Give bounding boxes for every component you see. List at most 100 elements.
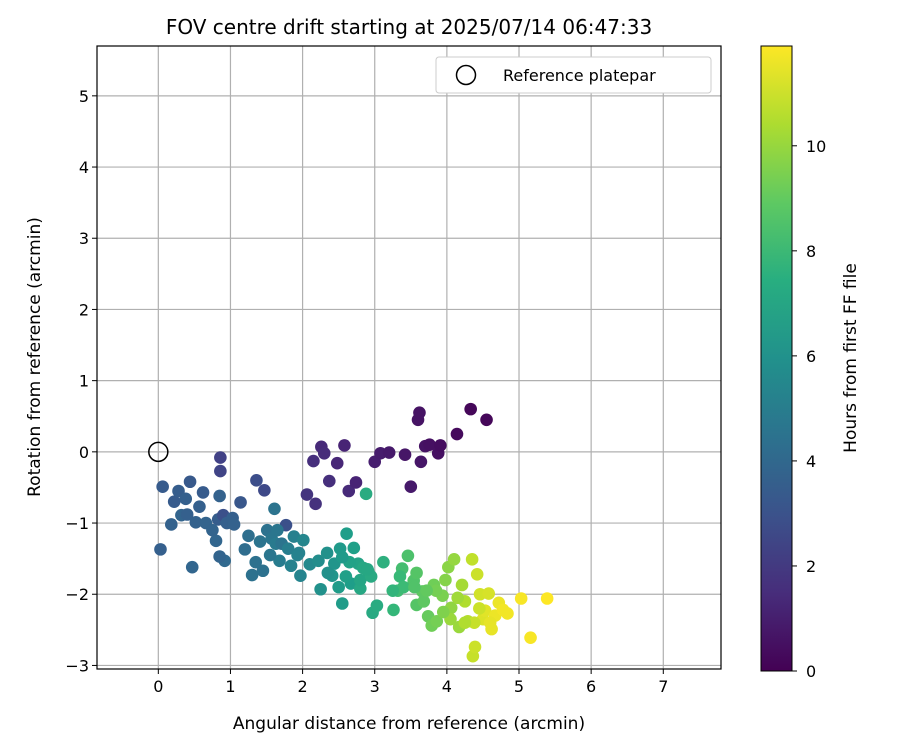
data-point — [464, 402, 477, 416]
y-tick-label: 4 — [79, 158, 89, 177]
data-point — [281, 542, 295, 555]
colorbar-tick-label: 10 — [806, 137, 826, 156]
data-point — [370, 599, 384, 612]
data-point — [450, 427, 464, 441]
data-point — [273, 554, 286, 568]
data-point — [401, 549, 415, 563]
data-point — [258, 483, 271, 497]
reference-platepar-point — [148, 441, 169, 463]
data-point — [455, 578, 469, 592]
y-tick-label: −2 — [65, 585, 89, 604]
x-tick-label: 6 — [586, 677, 596, 696]
data-point — [268, 502, 281, 516]
data-point — [413, 406, 426, 419]
data-point — [540, 592, 554, 605]
x-axis-ticks: 0 1 2 3 4 5 6 7 — [153, 669, 668, 696]
colorbar: 0 2 4 6 8 10 Hours from first FF file — [760, 45, 861, 681]
data-point — [335, 550, 349, 564]
y-tick-label: −3 — [65, 656, 89, 675]
data-point — [408, 580, 421, 594]
data-point — [342, 484, 356, 498]
data-point — [213, 550, 226, 563]
data-point — [307, 454, 320, 468]
colorbar-tick-label: 2 — [806, 557, 816, 576]
data-point — [386, 584, 400, 597]
data-point — [253, 535, 267, 548]
data-point — [465, 553, 479, 566]
colorbar-tick-label: 0 — [806, 662, 816, 681]
y-axis-label: Rotation from reference (arcmin) — [25, 217, 45, 497]
data-point — [482, 587, 496, 600]
data-point — [256, 564, 270, 578]
data-point — [483, 616, 497, 630]
y-tick-label: 5 — [79, 87, 89, 106]
data-point — [397, 580, 410, 594]
data-point — [206, 523, 219, 537]
data-point — [242, 529, 255, 543]
data-point — [347, 541, 361, 555]
y-tick-label: 3 — [79, 229, 89, 248]
x-tick-label: 7 — [658, 677, 668, 696]
grid-lines — [97, 46, 721, 669]
data-point — [214, 451, 227, 464]
x-tick-label: 5 — [514, 677, 524, 696]
data-point — [214, 464, 227, 478]
data-point — [314, 582, 327, 596]
x-tick-label: 4 — [442, 677, 452, 696]
legend-entry-reference: Reference platepar — [503, 66, 656, 85]
data-point — [417, 595, 431, 608]
data-point — [250, 474, 263, 487]
data-point — [514, 592, 528, 605]
data-point — [300, 488, 314, 501]
x-axis-label: Angular distance from reference (arcmin) — [233, 714, 585, 734]
x-tick-label: 2 — [298, 677, 308, 696]
data-point — [467, 616, 481, 630]
reference-marker — [148, 441, 169, 463]
data-point — [410, 566, 423, 580]
data-point — [473, 602, 486, 615]
data-point — [524, 631, 537, 644]
colorbar-ticks: 0 2 4 6 8 10 — [792, 137, 826, 681]
legend: Reference platepar — [435, 56, 712, 94]
data-point — [209, 534, 223, 548]
data-point — [312, 554, 325, 568]
data-point — [339, 570, 353, 583]
data-point — [193, 500, 206, 513]
data-point — [179, 492, 193, 506]
data-point — [447, 553, 461, 566]
y-tick-label: 0 — [79, 443, 89, 462]
data-point — [294, 569, 307, 583]
data-point — [340, 527, 353, 541]
data-point — [451, 591, 464, 605]
data-point — [245, 568, 259, 582]
data-point — [189, 516, 203, 529]
data-point — [330, 456, 344, 470]
colorbar-label: Hours from first FF file — [841, 263, 861, 453]
data-point — [354, 573, 367, 587]
data-point — [423, 438, 436, 452]
data-point — [332, 580, 345, 594]
y-tick-label: 2 — [79, 300, 89, 319]
data-point — [430, 614, 444, 628]
data-point — [349, 476, 363, 489]
data-point — [317, 446, 331, 460]
colorbar-tick-label: 6 — [806, 347, 816, 366]
x-tick-label: 0 — [153, 677, 163, 696]
data-point — [458, 616, 472, 630]
data-point — [213, 489, 226, 503]
data-point — [271, 523, 284, 537]
data-point — [338, 439, 351, 452]
plot-frame — [96, 45, 722, 670]
data-point — [309, 497, 322, 511]
data-point — [227, 518, 241, 531]
data-point — [292, 546, 306, 560]
data-point — [196, 486, 210, 499]
data-point — [429, 584, 443, 597]
data-point — [335, 597, 349, 610]
data-point — [434, 439, 447, 452]
data-point — [439, 573, 452, 587]
data-point — [468, 640, 482, 654]
data-point — [156, 480, 169, 494]
data-point — [234, 496, 247, 509]
data-point — [185, 560, 199, 574]
